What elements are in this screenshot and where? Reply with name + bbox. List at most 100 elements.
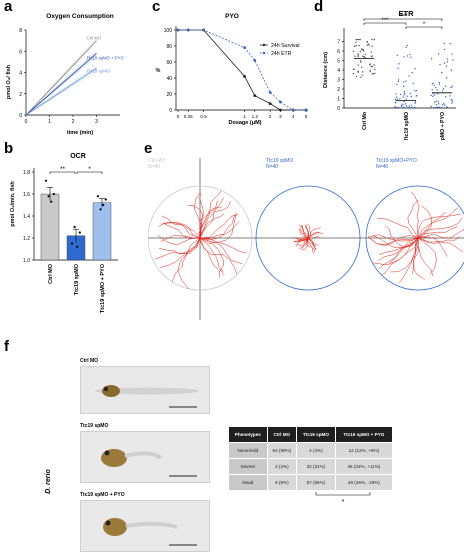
data-point (406, 44, 408, 47)
data-point (371, 45, 373, 47)
data-point (438, 81, 440, 84)
x-tick-label: 2 (72, 119, 75, 125)
table-cell: 67 (65%) (296, 474, 336, 491)
trajectory-path (199, 237, 224, 272)
data-point (398, 79, 400, 81)
category-label: Ttc19 spMO + PYO (100, 263, 106, 313)
y-tick-label: 20 (166, 92, 172, 98)
trajectory-path (305, 224, 309, 239)
data-point (394, 101, 397, 103)
trajectory-path (295, 237, 309, 246)
trajectory-path (417, 236, 460, 244)
data-point (437, 93, 439, 95)
y-tick-label: 0 (169, 108, 172, 114)
trajectory-path (199, 221, 240, 240)
data-point (405, 46, 408, 48)
table-row: Dead 6 (8%) 67 (65%) 48 (46%, -19%) (228, 474, 394, 491)
table-header: Ttc19 spMO (296, 426, 336, 443)
data-point (360, 61, 362, 63)
species-label: D. rerio (44, 469, 52, 494)
data-point (99, 208, 102, 211)
y-tick-label: 1.2 (23, 236, 30, 242)
significance-bracket (405, 26, 443, 29)
data-point (371, 73, 374, 75)
data-point (361, 55, 364, 57)
data-point (363, 50, 365, 52)
data-point (279, 108, 282, 112)
data-point (402, 85, 405, 88)
trajectory-path (413, 237, 425, 280)
table-header-row: Phenotypes Ctrl MO Ttc19 spMO Ttc19 spMO… (228, 426, 394, 443)
data-point (438, 103, 440, 105)
trajectory-path (199, 200, 218, 239)
panel-letter-d: d (314, 0, 324, 15)
data-point (433, 84, 435, 87)
data-point (356, 38, 358, 41)
data-point (78, 231, 81, 234)
data-point (102, 203, 105, 207)
legend-label: 24h ETR (271, 51, 292, 57)
data-point (357, 55, 359, 58)
trajectory-path (307, 227, 321, 239)
x-tick-label: 0.25 (184, 114, 193, 119)
data-point (362, 48, 365, 51)
data-point (397, 67, 399, 70)
trajectory-path (389, 237, 419, 264)
replicate-line (25, 66, 97, 116)
table-significance-bracket: * (315, 492, 371, 506)
x-tick-label: 0 (25, 119, 28, 125)
x-tick-label: 1 (48, 119, 51, 125)
y-tick-label: 2 (337, 87, 340, 93)
y-tick-label: 100 (164, 28, 173, 34)
trajectory-path (164, 223, 200, 240)
data-point (354, 55, 356, 57)
data-point (52, 192, 55, 196)
fish-image-label-spmo: Ttc19 spMO (80, 423, 109, 429)
data-point (405, 80, 407, 82)
data-point (353, 68, 355, 71)
y-tick-label: 8 (19, 28, 22, 34)
table-cell: 32 (31%) (296, 458, 336, 475)
data-point (360, 66, 363, 69)
data-point (452, 59, 454, 61)
data-point (360, 76, 362, 78)
data-point (76, 245, 79, 248)
data-point (431, 89, 433, 91)
data-point (437, 53, 440, 55)
chart-d-ylabel: Distance (cm) (323, 52, 329, 88)
trajectory-path (199, 237, 224, 278)
data-point (414, 102, 416, 104)
trajectory-path (399, 237, 419, 283)
data-point (445, 77, 448, 79)
trajectory-path (381, 237, 419, 276)
data-point (433, 94, 436, 96)
data-point (73, 225, 76, 229)
data-point (352, 50, 355, 52)
trajectory-path (378, 237, 419, 269)
y-tick-label: 2 (19, 92, 22, 98)
trajectory-path (154, 237, 201, 260)
data-point (446, 58, 449, 60)
trajectory-path (198, 206, 222, 239)
data-point (403, 90, 405, 93)
data-point (435, 100, 437, 102)
chart-c-ylabel: % (156, 68, 161, 74)
data-point (104, 198, 107, 201)
data-point (412, 82, 414, 85)
data-point (407, 106, 409, 109)
data-point (451, 102, 453, 104)
data-point (395, 106, 398, 109)
trajectory-path (369, 237, 419, 245)
data-point (403, 100, 405, 103)
data-point (364, 53, 367, 56)
trajectory-path (307, 237, 316, 253)
trajectory-path (199, 190, 222, 239)
data-point (396, 54, 399, 56)
data-point (436, 89, 438, 91)
trajectory-path (199, 201, 231, 239)
data-point (400, 105, 403, 108)
data-point (409, 92, 412, 95)
data-point (402, 103, 404, 106)
trajectory-path (295, 237, 309, 246)
chart-a-title: Oxygen Consumption (46, 13, 114, 20)
